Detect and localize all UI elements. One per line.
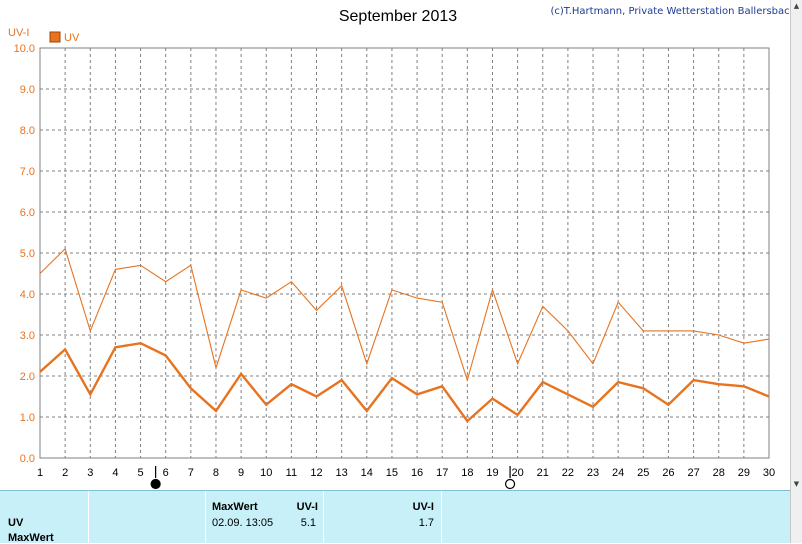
legend-label: UV <box>64 32 80 44</box>
x-tick-label: 23 <box>587 467 599 479</box>
x-tick-label: 21 <box>537 467 549 479</box>
x-tick-label: 10 <box>260 467 272 479</box>
copyright-text: (c)T.Hartmann, Private Wetterstation Bal… <box>550 6 796 17</box>
x-tick-label: 30 <box>763 467 775 479</box>
x-tick-label: 22 <box>562 467 574 479</box>
x-tick-label: 4 <box>112 467 118 479</box>
panel-col1-unit: UV-I <box>296 501 318 513</box>
x-tick-label: 12 <box>310 467 322 479</box>
panel-col1-datetime: 02.09. 13:05 <box>212 517 274 529</box>
legend-swatch <box>49 31 61 43</box>
panel-divider <box>441 491 442 544</box>
summary-panel: UV MaxWert MaxWert UV-I 02.09. 13:05 5.1… <box>0 490 790 544</box>
scrollbar-corner <box>790 490 802 543</box>
grid-lines <box>40 48 769 458</box>
x-tick-label: 16 <box>411 467 423 479</box>
x-tick-label: 29 <box>738 467 750 479</box>
panel-row-label-maxwert: MaxWert <box>8 532 54 544</box>
x-axis-ticks: 1 2 3 4 5 6 7 8 9 10 11 12 13 14 15 16 17 18 19 20 21 22 23 24 2… <box>37 467 775 479</box>
series-line-uv-max <box>39 247 770 383</box>
x-tick-label: 13 <box>336 467 348 479</box>
scroll-down-arrow-icon[interactable]: ▼ <box>793 480 800 488</box>
x-tick-label: 2 <box>62 467 68 479</box>
y-tick-label: 5.0 <box>20 248 35 260</box>
y-axis-label: UV-I <box>8 27 29 39</box>
y-tick-label: 1.0 <box>20 412 35 424</box>
x-tick-label: 28 <box>713 467 725 479</box>
x-tick-label: 19 <box>486 467 498 479</box>
panel-col1-value: 5.1 <box>300 517 316 529</box>
vertical-scrollbar[interactable]: ▲ ▼ <box>790 0 802 490</box>
x-tick-label: 24 <box>612 467 624 479</box>
chart-title: September 2013 <box>339 8 457 25</box>
panel-col2-value: 1.7 <box>418 517 434 529</box>
y-tick-label: 10.0 <box>14 43 35 55</box>
moon-phase-markers <box>150 466 516 490</box>
series-lines <box>39 247 770 423</box>
x-tick-label: 3 <box>87 467 93 479</box>
x-tick-label: 25 <box>637 467 649 479</box>
x-tick-label: 11 <box>286 467 297 479</box>
chart-area: September 2013 (c)T.Hartmann, Private We… <box>8 6 796 490</box>
x-tick-label: 20 <box>511 467 523 479</box>
x-tick-label: 27 <box>687 467 699 479</box>
x-tick-label: 1 <box>37 467 43 479</box>
x-tick-label: 5 <box>137 467 143 479</box>
x-tick-label: 26 <box>662 467 674 479</box>
x-tick-label: 7 <box>188 467 194 479</box>
panel-divider <box>205 491 206 544</box>
x-tick-label: 9 <box>238 467 244 479</box>
x-tick-label: 6 <box>163 467 169 479</box>
x-tick-label: 17 <box>436 467 448 479</box>
x-tick-label: 15 <box>386 467 398 479</box>
scroll-up-arrow-icon[interactable]: ▲ <box>793 2 800 10</box>
series-line-uv-mean <box>39 341 770 423</box>
x-tick-label: 14 <box>361 467 373 479</box>
y-tick-label: 7.0 <box>20 166 35 178</box>
y-tick-label: 6.0 <box>20 207 35 219</box>
y-tick-label: 3.0 <box>20 330 35 342</box>
panel-divider <box>323 491 324 544</box>
panel-col2-unit: UV-I <box>412 501 434 513</box>
panel-divider <box>88 491 89 544</box>
y-tick-label: 4.0 <box>20 289 35 301</box>
full-moon-icon <box>504 478 516 490</box>
panel-row-label-uv: UV <box>8 517 24 529</box>
panel-col1-header: MaxWert <box>212 501 258 513</box>
y-tick-label: 9.0 <box>20 84 35 96</box>
y-tick-label: 8.0 <box>20 125 35 137</box>
x-tick-label: 8 <box>213 467 219 479</box>
y-tick-label: 2.0 <box>20 371 35 383</box>
y-axis-ticks: 0.0 1.0 2.0 3.0 4.0 5.0 6.0 7.0 8.0 9.0 10.0 <box>14 43 35 465</box>
new-moon-icon <box>150 478 161 490</box>
y-tick-label: 0.0 <box>20 453 35 465</box>
x-tick-label: 18 <box>461 467 473 479</box>
